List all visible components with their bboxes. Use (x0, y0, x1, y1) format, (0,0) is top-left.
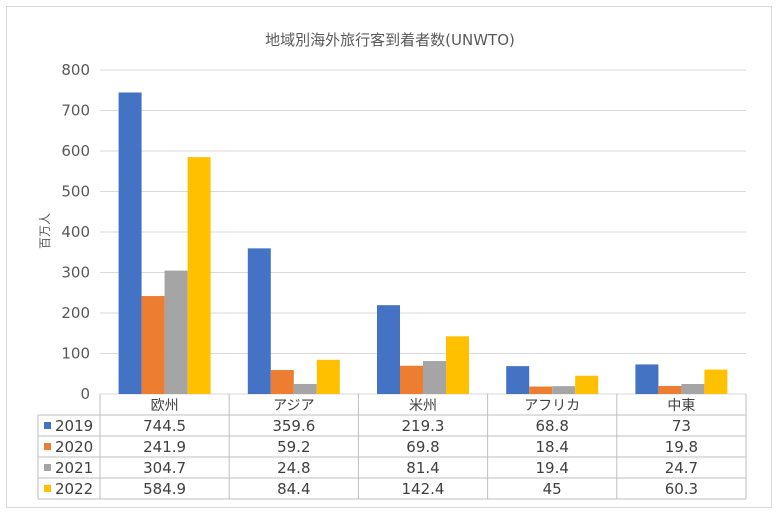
y-tick-label: 300 (61, 264, 90, 282)
bars (118, 92, 728, 394)
y-tick-label: 600 (61, 142, 90, 160)
bar-2019-0 (118, 92, 142, 394)
bar-2021-2 (423, 361, 446, 394)
bar-2020-2 (400, 365, 423, 394)
data-table: 欧州 アジア 米州 アフリカ 中東 2019 744.5 359.6 219.3 68.8 73 20… (37, 394, 747, 500)
bar-2022-4 (704, 369, 728, 394)
bar-2019-4 (635, 364, 659, 394)
data-cell: 59.2 (277, 438, 310, 456)
bar-2019-1 (247, 248, 271, 394)
legend-swatch (44, 443, 51, 450)
bar-2021-1 (293, 383, 317, 394)
data-cell: 19.8 (665, 438, 698, 456)
data-cell: 219.3 (402, 417, 445, 435)
bar-2020-1 (270, 370, 294, 394)
data-cell: 142.4 (402, 480, 445, 498)
series-name: 2021 (55, 459, 93, 477)
series-name: 2020 (55, 438, 93, 456)
category-label: 米州 (409, 398, 437, 414)
data-cell: 81.4 (406, 459, 439, 477)
data-cell: 359.6 (272, 417, 315, 435)
legend-swatch (44, 485, 51, 492)
data-cell: 73 (672, 417, 691, 435)
data-cell: 241.9 (143, 438, 186, 456)
data-cell: 24.8 (277, 459, 310, 477)
data-cell: 584.9 (143, 480, 186, 498)
y-axis-ticks: 0 100 200 300 400 500 600 700 800 (61, 61, 90, 403)
bar-2021-3 (552, 386, 576, 394)
category-label: 中東 (667, 398, 695, 414)
category-label: 欧州 (151, 398, 179, 414)
data-cell: 45 (543, 480, 562, 498)
bar-2022-0 (187, 157, 211, 394)
series-name: 2022 (55, 480, 93, 498)
y-tick-label: 200 (61, 304, 90, 322)
bar-2021-0 (164, 270, 188, 394)
data-cell: 68.8 (535, 417, 568, 435)
legend-swatch (44, 464, 51, 471)
bar-2020-3 (529, 386, 553, 394)
data-cell: 84.4 (277, 480, 310, 498)
bar-2022-3 (575, 375, 599, 394)
data-cell: 69.8 (406, 438, 439, 456)
y-tick-label: 700 (61, 102, 90, 120)
chart-title: 地域別海外旅行客到着者数(UNWTO) (265, 31, 515, 49)
y-tick-label: 800 (61, 61, 90, 79)
y-tick-label: 500 (61, 183, 90, 201)
data-cell: 60.3 (665, 480, 698, 498)
y-tick-label: 400 (61, 223, 90, 241)
category-label: アジア (273, 398, 314, 414)
data-cell: 18.4 (535, 438, 568, 456)
bar-2022-1 (316, 359, 340, 394)
category-label: アフリカ (524, 398, 580, 414)
legend-swatch (44, 422, 51, 429)
y-tick-label: 0 (80, 385, 90, 403)
y-tick-label: 100 (61, 345, 90, 363)
bar-2020-0 (141, 296, 165, 394)
data-cell: 19.4 (535, 459, 568, 477)
bar-2019-3 (506, 366, 530, 394)
bar-2019-2 (377, 305, 400, 394)
bar-2021-4 (681, 383, 705, 394)
data-cell: 744.5 (143, 417, 186, 435)
data-cell: 304.7 (143, 459, 186, 477)
series-name: 2019 (55, 417, 93, 435)
bar-2020-4 (658, 385, 682, 394)
data-cell: 24.7 (665, 459, 698, 477)
y-axis-label: 百万人 (38, 213, 52, 249)
bar-2022-2 (446, 336, 469, 394)
